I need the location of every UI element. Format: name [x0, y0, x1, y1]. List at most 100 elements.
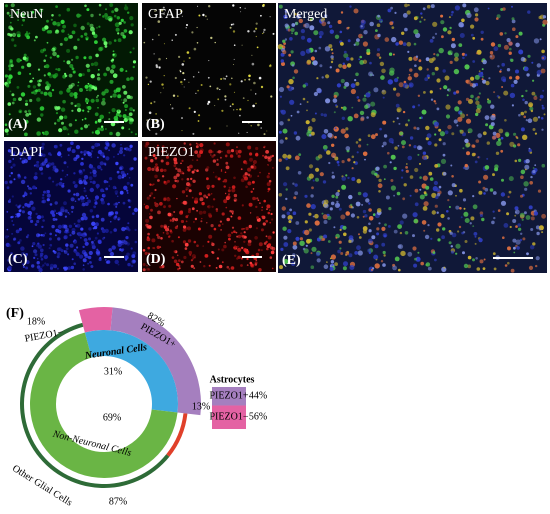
micrograph: NeuN(A) [4, 3, 138, 137]
cell [421, 109, 427, 115]
cell [25, 266, 29, 270]
cell [180, 162, 182, 165]
cell [508, 176, 514, 182]
cell [124, 104, 129, 109]
cell [159, 265, 163, 269]
cell [46, 83, 51, 88]
cell [151, 238, 156, 243]
cell [423, 229, 426, 232]
cell [524, 168, 527, 171]
cell [396, 107, 402, 113]
cell [177, 236, 180, 239]
cell [57, 224, 63, 229]
cell [441, 235, 445, 240]
cell [439, 87, 442, 90]
cell [235, 152, 239, 155]
cell [91, 240, 94, 244]
cell [23, 53, 27, 57]
cell [306, 59, 312, 64]
cell [89, 23, 94, 28]
cell [25, 113, 30, 117]
cell [430, 237, 433, 240]
cell [103, 162, 107, 166]
cell [186, 51, 190, 54]
cell [539, 98, 542, 101]
cell [103, 72, 107, 77]
cell [51, 162, 55, 166]
cell [32, 242, 36, 246]
cell [340, 11, 344, 14]
cell [194, 197, 199, 202]
cell [323, 220, 328, 224]
cell [436, 188, 440, 193]
cell [533, 211, 539, 216]
cell [56, 267, 59, 270]
cell [308, 173, 314, 179]
cell [93, 33, 98, 39]
cell [246, 257, 249, 261]
cell [240, 178, 245, 183]
cell [94, 121, 98, 124]
cell [199, 143, 204, 148]
cell [541, 231, 544, 234]
cell [361, 36, 363, 38]
cell [442, 153, 446, 157]
cell [231, 77, 233, 80]
cell [9, 21, 12, 24]
cell [523, 211, 527, 215]
cell [287, 215, 293, 221]
cell [7, 265, 12, 270]
cell [34, 172, 38, 176]
cell [18, 151, 23, 156]
cell [345, 127, 349, 131]
cell [87, 262, 89, 265]
cell [500, 200, 507, 206]
cell [511, 17, 515, 21]
cell [54, 106, 59, 111]
cell [312, 215, 315, 218]
cell [345, 211, 351, 216]
cell [341, 160, 345, 164]
cell [405, 163, 408, 165]
cell [143, 203, 146, 205]
cell [237, 234, 242, 239]
cell [39, 254, 43, 258]
cell [40, 172, 44, 175]
cell [235, 231, 238, 234]
cell [360, 25, 363, 28]
cell [234, 199, 236, 202]
cell [28, 112, 32, 116]
cell [422, 7, 426, 11]
cell [67, 133, 70, 136]
cell [500, 149, 504, 153]
cell [69, 64, 74, 68]
cell [514, 209, 520, 215]
cell [130, 131, 133, 134]
cell [292, 244, 298, 250]
cell [245, 250, 250, 255]
cell [133, 207, 139, 213]
cell [97, 73, 100, 77]
cell [530, 216, 535, 221]
cell [330, 48, 333, 51]
cell [469, 82, 474, 87]
cell [64, 175, 67, 178]
cell [120, 99, 123, 101]
micrograph: Merged(E) [277, 3, 548, 273]
cell [370, 134, 376, 140]
cell [306, 203, 311, 208]
cell [496, 14, 501, 19]
cell [327, 240, 331, 243]
cell [368, 202, 371, 205]
cell [325, 98, 331, 104]
cell [284, 23, 289, 28]
cell [160, 92, 162, 94]
cell [233, 230, 236, 233]
cell [253, 197, 257, 200]
cell [36, 219, 40, 224]
cell [350, 57, 354, 61]
cell [295, 135, 301, 141]
cell [172, 217, 176, 221]
cell [455, 205, 460, 210]
